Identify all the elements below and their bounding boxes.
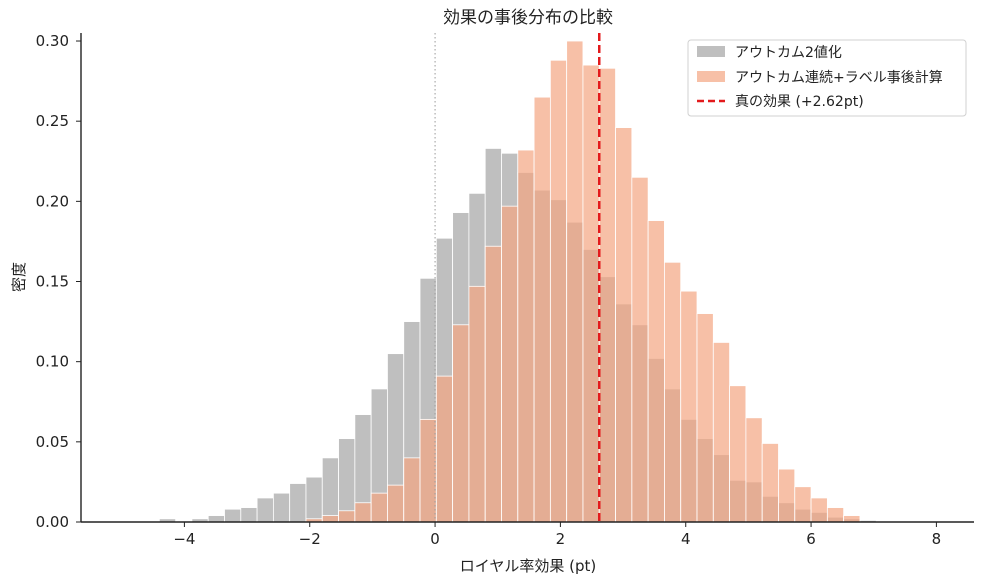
legend-swatch-binarized <box>697 46 725 57</box>
histogram-bar <box>582 64 600 523</box>
legend-label-binarized: アウトカム2値化 <box>735 45 842 61</box>
reference-lines <box>434 33 601 522</box>
histogram-bar <box>533 96 551 523</box>
histogram-bar <box>435 375 454 523</box>
legend-label-continuous: アウトカム連続+ラベル事後計算 <box>735 69 943 86</box>
histogram-bar <box>484 245 502 523</box>
histogram-bar <box>256 497 274 523</box>
y-tick-label: 0.20 <box>36 192 69 210</box>
histogram-bar <box>615 127 633 523</box>
chart-title: 効果の事後分布の比較 <box>443 8 613 28</box>
y-tick-label: 0.25 <box>36 112 69 130</box>
histogram-bar <box>305 476 323 523</box>
histogram-bar <box>354 502 372 523</box>
x-tick-label: 2 <box>556 530 566 548</box>
legend-frame <box>687 39 967 117</box>
histogram-bar <box>452 324 470 523</box>
histogram-bar <box>712 342 730 523</box>
x-axis-label: ロイヤル率効果 (pt) <box>460 557 596 575</box>
histogram-bar <box>338 438 356 523</box>
histogram-bar <box>778 468 796 523</box>
histogram-bar <box>631 176 649 523</box>
x-tick-label: −2 <box>299 530 321 548</box>
legend: アウトカム2値化 アウトカム連続+ラベル事後計算 真の効果 (+2.62pt) <box>687 39 967 117</box>
histogram-bar <box>387 484 405 523</box>
histogram-bar <box>745 417 763 523</box>
y-tick-label: 0.15 <box>36 273 69 291</box>
x-tick-label: 8 <box>932 530 942 548</box>
histogram-bar <box>207 515 225 523</box>
histogram-bar <box>289 483 307 523</box>
histogram-bar <box>517 149 535 523</box>
histogram-bar <box>566 40 584 523</box>
axes <box>80 33 974 523</box>
y-axis-label: 密度 <box>10 262 28 292</box>
histogram-bar <box>321 457 339 523</box>
histogram-bar <box>664 261 682 523</box>
histogram-bar <box>696 313 714 523</box>
histogram-bar <box>810 497 828 523</box>
x-tick-label: 4 <box>681 530 691 548</box>
histogram-bar <box>647 220 665 523</box>
legend-swatch-continuous <box>697 71 725 82</box>
histogram-bar <box>794 486 812 523</box>
y-tick-label: 0.00 <box>36 513 69 531</box>
histogram-bar <box>321 515 339 523</box>
histogram-bar <box>272 492 291 523</box>
histogram-bar <box>338 510 356 523</box>
y-tick-label: 0.05 <box>36 433 69 451</box>
histogram-bar <box>468 285 486 523</box>
histogram-bar <box>598 67 616 523</box>
histogram-bar <box>419 418 437 523</box>
y-ticks: 0.00 0.05 0.10 0.15 0.20 0.25 0.30 <box>36 32 81 531</box>
histogram-bar <box>403 457 421 523</box>
x-tick-label: −4 <box>173 530 195 548</box>
y-tick-label: 0.10 <box>36 353 69 371</box>
histogram-bar <box>240 507 258 523</box>
histogram-bar <box>826 507 845 523</box>
histogram-bar <box>843 515 861 523</box>
x-tick-label: 6 <box>806 530 816 548</box>
histogram-bar <box>761 443 779 523</box>
histogram-bar <box>729 385 747 523</box>
histogram-bar <box>501 205 519 523</box>
histogram-bar <box>224 508 242 523</box>
histogram-bar <box>680 290 698 523</box>
x-ticks: −4 −2 0 2 4 6 8 <box>173 522 941 548</box>
x-tick-label: 0 <box>430 530 440 548</box>
histogram-bar <box>549 59 568 523</box>
legend-label-true-effect: 真の効果 (+2.62pt) <box>735 94 864 110</box>
y-tick-label: 0.30 <box>36 32 69 50</box>
histogram-bar <box>370 492 388 523</box>
